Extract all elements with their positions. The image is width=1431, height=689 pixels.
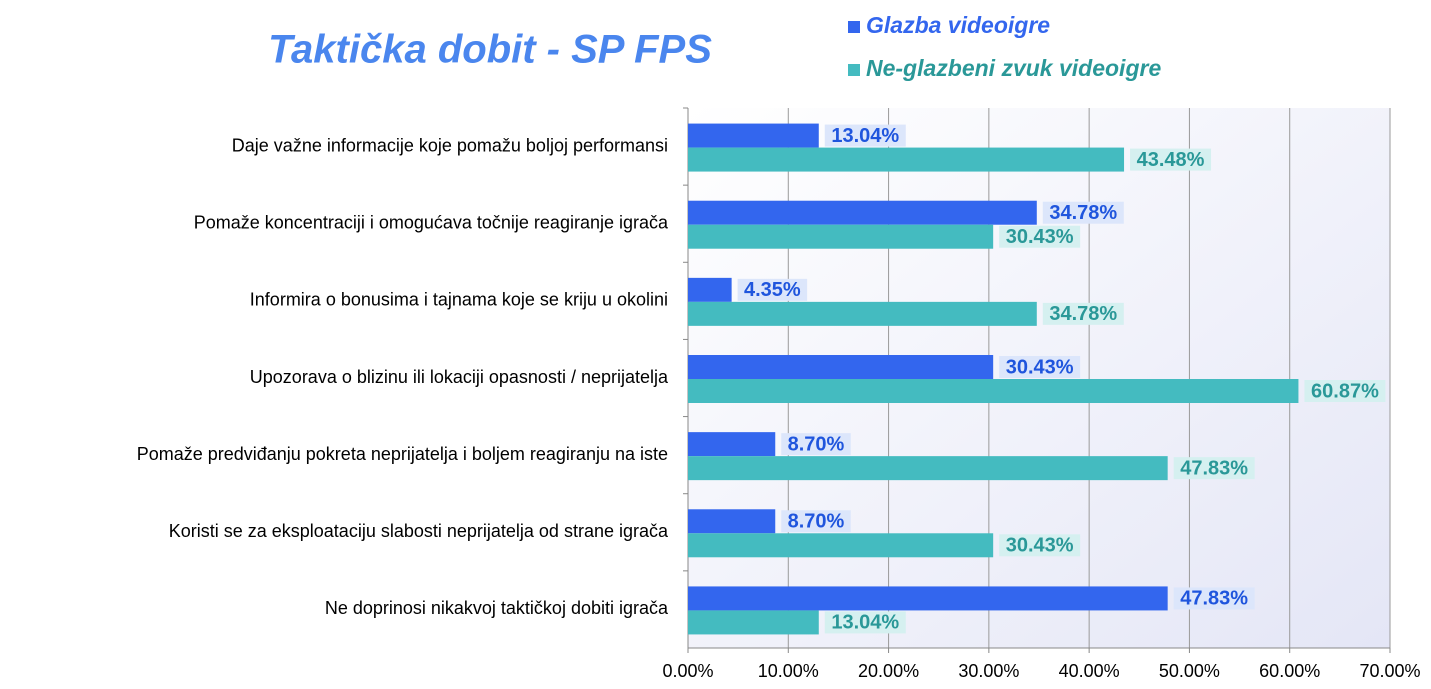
bar — [688, 379, 1299, 403]
chart-title: Taktička dobit - SP FPS — [268, 28, 712, 72]
value-label-bg — [1173, 587, 1255, 610]
bar — [688, 533, 994, 558]
y-tick-label: Koristi se za eksploataciju slabosti nep… — [169, 521, 669, 541]
value-label-bg — [1304, 380, 1386, 402]
y-tick-label: Informira o bonusima i tajnama koje se k… — [250, 290, 668, 310]
value-label-bg — [999, 356, 1081, 378]
value-label: 60.87% — [1311, 380, 1379, 402]
y-tick-label: Pomaže koncentraciji i omogućava točnije… — [194, 212, 669, 232]
legend-label: Ne-glazbeni zvuk videoigre — [866, 55, 1161, 81]
x-tick-label: 70.00% — [1359, 661, 1420, 681]
value-label: 4.35% — [744, 279, 801, 301]
y-tick-label: Ne doprinosi nikakvoj taktičkoj dobiti i… — [325, 598, 669, 618]
x-tick-label: 40.00% — [1059, 661, 1120, 681]
bar — [688, 277, 732, 302]
bar — [688, 456, 1168, 481]
value-label: 47.83% — [1180, 588, 1248, 610]
bar — [688, 147, 1125, 172]
value-label: 43.48% — [1137, 149, 1205, 171]
value-label: 8.70% — [788, 433, 845, 455]
bar — [688, 610, 819, 635]
value-label: 13.04% — [831, 612, 899, 634]
value-label-bg — [824, 611, 906, 634]
value-label: 30.43% — [1006, 226, 1074, 248]
value-label: 47.83% — [1180, 457, 1248, 479]
x-tick-label: 30.00% — [958, 661, 1019, 681]
x-tick-label: 60.00% — [1259, 661, 1320, 681]
bar — [688, 301, 1037, 326]
value-label-bg — [1042, 201, 1124, 224]
legend-label: Glazba videoigre — [866, 12, 1050, 38]
value-label-bg — [781, 510, 851, 533]
value-label: 34.78% — [1049, 303, 1117, 325]
value-label: 13.04% — [831, 125, 899, 147]
bar — [688, 224, 994, 249]
x-tick-label: 0.00% — [662, 661, 713, 681]
value-label-bg — [1042, 302, 1124, 325]
value-label-bg — [1173, 457, 1255, 480]
bar — [688, 432, 776, 457]
value-label-bg — [781, 433, 851, 456]
bar — [688, 586, 1168, 611]
y-tick-label: Daje važne informacije koje pomažu boljo… — [232, 135, 668, 155]
bar — [688, 123, 819, 148]
value-label: 34.78% — [1049, 202, 1117, 224]
value-label-bg — [999, 225, 1081, 248]
value-label-bg — [737, 278, 808, 301]
value-label: 30.43% — [1006, 535, 1074, 557]
x-tick-label: 50.00% — [1159, 661, 1220, 681]
value-label-bg — [1130, 148, 1212, 171]
value-label: 8.70% — [788, 511, 845, 533]
bar — [688, 200, 1037, 225]
bar — [688, 355, 994, 379]
legend-swatch — [848, 64, 860, 76]
y-tick-label: Pomaže predviđanju pokreta neprijatelja … — [137, 444, 668, 464]
value-label-bg — [824, 124, 906, 147]
x-tick-label: 20.00% — [858, 661, 919, 681]
value-label: 30.43% — [1006, 356, 1074, 378]
y-tick-label: Upozorava o blizinu ili lokaciji opasnos… — [250, 367, 669, 387]
legend-swatch — [848, 21, 860, 33]
value-label-bg — [999, 534, 1081, 557]
bar — [688, 509, 776, 534]
x-tick-label: 10.00% — [758, 661, 819, 681]
